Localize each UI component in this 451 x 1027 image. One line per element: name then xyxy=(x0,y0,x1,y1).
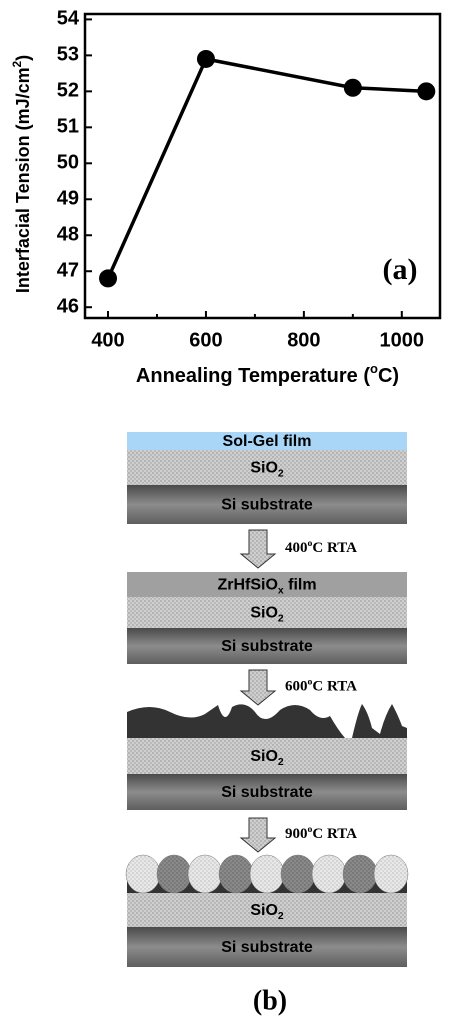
grain xyxy=(312,855,346,893)
figure: 46 47 48 49 50 51 52 53 54 400 600 800 1000 Annealing… xyxy=(0,0,451,1027)
rough-film xyxy=(127,704,407,738)
grain xyxy=(157,855,191,893)
y-tick-label: 46 xyxy=(57,295,79,317)
layer-label-part: film xyxy=(284,577,317,594)
layer-label-part: Si substrate xyxy=(221,939,313,956)
layer-label-part: Si substrate xyxy=(221,784,313,801)
layer-label-part: SiO xyxy=(250,748,278,765)
y-axis-label: Interfacial Tension (mJ/cm2) xyxy=(11,55,33,293)
step-label-part: C RTA xyxy=(312,540,357,556)
layer-label: Si substrate xyxy=(221,497,313,514)
grain xyxy=(188,855,222,893)
x-tick-label: 800 xyxy=(287,329,320,351)
grain xyxy=(281,855,315,893)
data-point xyxy=(344,79,362,97)
layer-label-part: SiO xyxy=(250,460,278,477)
caption: (b) xyxy=(253,985,287,1016)
step-label-part: 600 xyxy=(285,679,308,695)
process-arrow xyxy=(241,530,275,568)
x-tick-label: 1000 xyxy=(380,329,425,351)
layer-label: Si substrate xyxy=(221,784,313,801)
x-axis-label-part: o xyxy=(370,361,378,376)
layer-label-part: Si substrate xyxy=(221,638,313,655)
layer-label: Si substrate xyxy=(221,638,313,655)
y-tick-label: 47 xyxy=(57,260,79,282)
layer-label: Sol-Gel film xyxy=(223,433,312,450)
step-label: 600oC RTA xyxy=(285,676,357,695)
step-label-part: C RTA xyxy=(312,679,357,695)
process-arrow xyxy=(241,670,275,705)
layer-label-part: Sol-Gel film xyxy=(223,433,312,450)
step-label-part: 900 xyxy=(285,826,308,842)
layer-label-part: 2 xyxy=(278,469,284,480)
step-label-part: C RTA xyxy=(312,826,357,842)
y-tick-label: 51 xyxy=(57,116,79,138)
x-tick-label: 600 xyxy=(189,329,222,351)
step-label-part: 400 xyxy=(285,540,308,556)
y-tick-label: 53 xyxy=(57,44,79,66)
data-point xyxy=(197,50,215,68)
grain xyxy=(219,855,253,893)
y-tick-label: 50 xyxy=(57,152,79,174)
y-axis-label-part: Interfacial Tension (mJ/cm xyxy=(13,67,33,293)
data-point xyxy=(417,82,435,100)
y-tick-label: 48 xyxy=(57,224,79,246)
y-axis-label-part: ) xyxy=(13,55,33,61)
y-tick-label: 49 xyxy=(57,188,79,210)
layer-label-part: SiO xyxy=(250,605,278,622)
x-axis-label-part: Annealing Temperature ( xyxy=(136,365,370,387)
step-label: 900oC RTA xyxy=(285,824,357,843)
layer-label-part: 2 xyxy=(278,757,284,768)
layer-label: Si substrate xyxy=(221,939,313,956)
data-point xyxy=(99,269,117,287)
layer-label-part: Si substrate xyxy=(221,497,313,514)
x-axis-label-part: C) xyxy=(378,365,399,387)
chart-a: 46 47 48 49 50 51 52 53 54 400 600 800 1000 Annealing… xyxy=(11,8,440,388)
x-axis-label: Annealing Temperature (oC) xyxy=(136,361,399,387)
layer-label-part: SiO xyxy=(250,902,278,919)
grain xyxy=(374,855,408,893)
annotation: (a) xyxy=(383,253,418,286)
data-line xyxy=(108,59,426,278)
layer-label-part: 2 xyxy=(278,614,284,625)
process-arrow xyxy=(241,818,275,852)
grain xyxy=(126,855,160,893)
x-tick-label: 400 xyxy=(91,329,124,351)
layer-label-part: ZrHfSiO xyxy=(217,577,277,594)
y-tick-label: 52 xyxy=(57,80,79,102)
grain xyxy=(343,855,377,893)
step-label: 400oC RTA xyxy=(285,538,357,557)
layer-label-part: 2 xyxy=(278,911,284,922)
y-tick-label: 54 xyxy=(57,8,80,30)
grain xyxy=(250,855,284,893)
